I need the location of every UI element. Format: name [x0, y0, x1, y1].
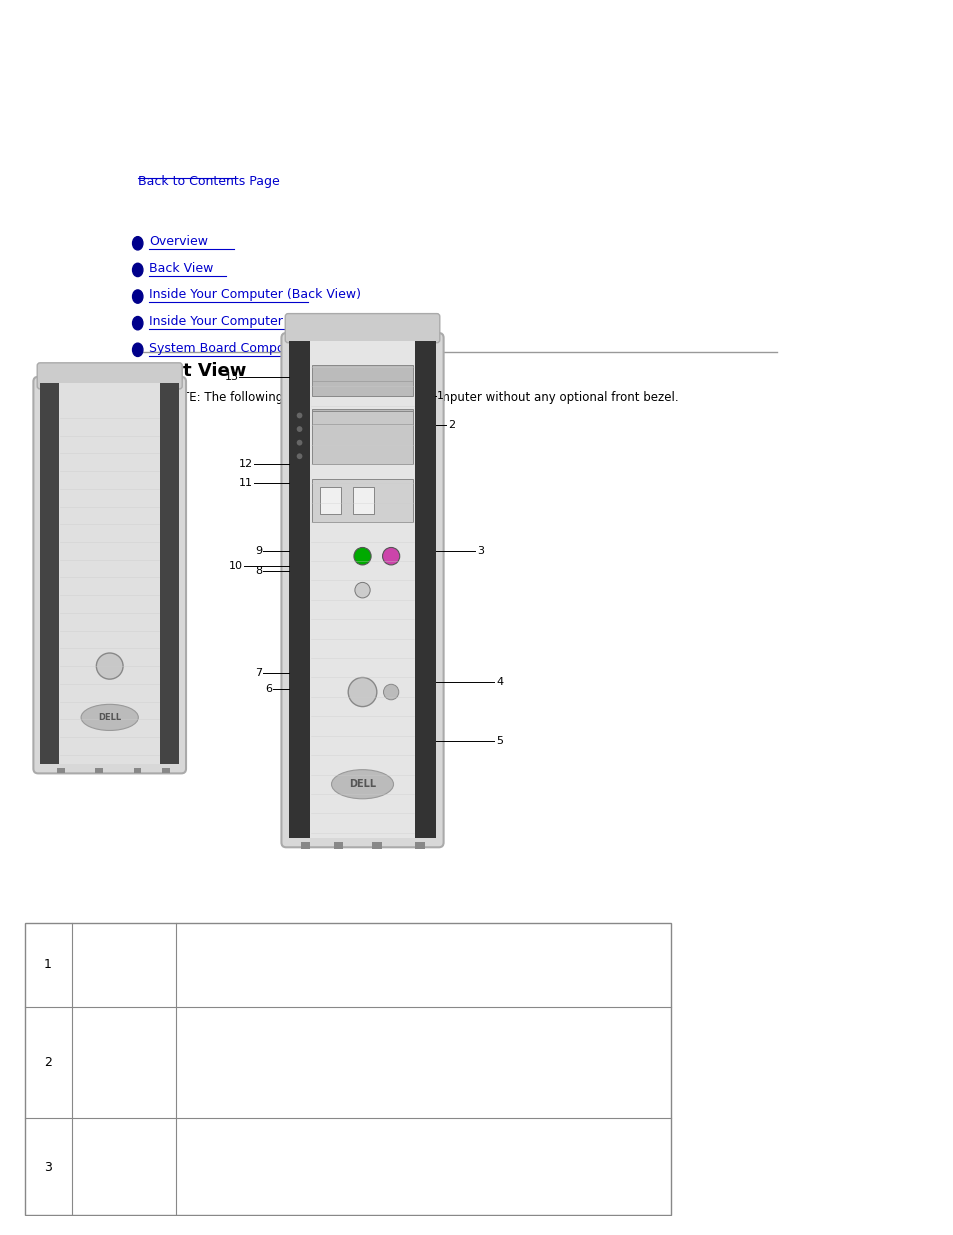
Circle shape: [132, 316, 143, 330]
Ellipse shape: [332, 769, 393, 799]
Text: NOTE: The following illustration shows your computer without any optional front : NOTE: The following illustration shows y…: [164, 390, 678, 404]
Text: 7: 7: [255, 668, 262, 678]
Circle shape: [296, 412, 302, 419]
Text: Front View: Front View: [137, 362, 246, 380]
Bar: [57, 768, 65, 773]
Bar: [312, 410, 413, 464]
Text: 10: 10: [229, 561, 243, 571]
Text: 3: 3: [44, 1161, 51, 1173]
Circle shape: [132, 237, 143, 249]
Circle shape: [382, 547, 399, 564]
Bar: [133, 768, 141, 773]
Circle shape: [348, 678, 376, 706]
Text: Inside Your Computer (Back View): Inside Your Computer (Back View): [149, 288, 360, 301]
Bar: [160, 383, 179, 764]
Bar: [162, 768, 170, 773]
Bar: [319, 488, 340, 515]
Text: 4: 4: [496, 677, 502, 688]
Bar: [59, 383, 160, 764]
Text: 13: 13: [224, 372, 238, 382]
Bar: [40, 383, 59, 764]
Circle shape: [296, 440, 302, 446]
Bar: [415, 842, 424, 850]
Text: Overview: Overview: [149, 235, 208, 248]
Text: 12: 12: [238, 459, 253, 469]
Text: 5: 5: [496, 736, 502, 746]
Bar: [415, 341, 436, 837]
Circle shape: [354, 547, 371, 564]
Circle shape: [132, 343, 143, 357]
Bar: [289, 341, 310, 837]
Text: 8: 8: [255, 566, 262, 576]
Text: Back to Contents Page: Back to Contents Page: [137, 175, 279, 188]
Text: 3: 3: [476, 546, 483, 556]
Bar: [334, 842, 343, 850]
Text: 11: 11: [238, 478, 253, 488]
Text: 9: 9: [255, 546, 262, 556]
FancyBboxPatch shape: [136, 382, 158, 406]
Text: Back View: Back View: [149, 262, 213, 274]
Circle shape: [383, 684, 398, 700]
Text: Inside Your Computer (Front View): Inside Your Computer (Front View): [149, 315, 361, 329]
Circle shape: [132, 290, 143, 304]
Circle shape: [296, 426, 302, 432]
Text: 6: 6: [265, 684, 272, 694]
Text: 2: 2: [448, 420, 455, 430]
Bar: [372, 842, 381, 850]
FancyBboxPatch shape: [33, 377, 186, 773]
Bar: [310, 341, 415, 837]
Circle shape: [96, 653, 123, 679]
Text: 1: 1: [436, 391, 443, 401]
Bar: [312, 479, 413, 522]
Bar: [300, 842, 310, 850]
Text: DELL: DELL: [349, 779, 375, 789]
FancyBboxPatch shape: [37, 363, 182, 389]
Ellipse shape: [81, 704, 138, 730]
Circle shape: [296, 453, 302, 459]
Text: 2: 2: [44, 1056, 51, 1068]
Text: DELL: DELL: [98, 713, 121, 722]
Circle shape: [132, 263, 143, 277]
Circle shape: [355, 583, 370, 598]
Text: 1: 1: [44, 958, 51, 971]
FancyBboxPatch shape: [285, 314, 439, 342]
Bar: [312, 366, 413, 396]
Bar: [312, 409, 413, 440]
Bar: [353, 488, 374, 515]
Text: System Board Components and PCI/PCI-E Slots: System Board Components and PCI/PCI-E Sl…: [149, 342, 441, 354]
Bar: [95, 768, 103, 773]
FancyBboxPatch shape: [281, 333, 443, 847]
